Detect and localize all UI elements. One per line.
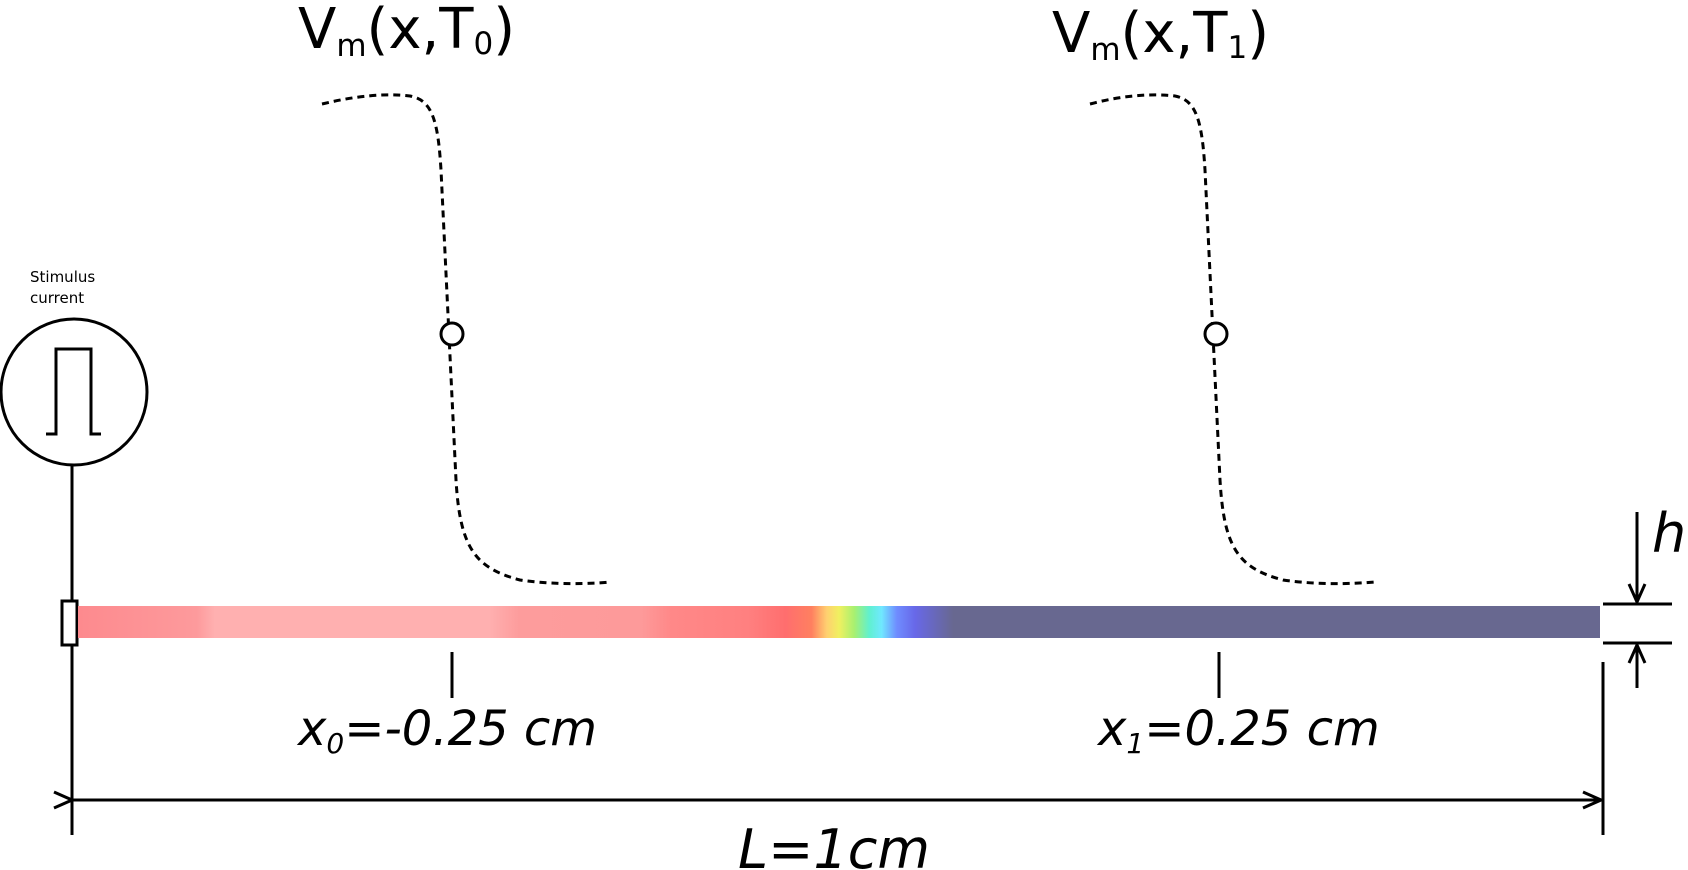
vm-t0-v: V — [298, 0, 336, 62]
vm-t1-v: V — [1052, 1, 1090, 66]
vm-t0-sub-t: 0 — [474, 26, 494, 62]
vm-t1-args: (x,T — [1121, 1, 1229, 66]
length-label: L=1cm — [738, 818, 930, 870]
height-dimension: h — [1603, 502, 1686, 688]
x1-value: =0.25 cm — [1144, 701, 1380, 757]
height-label: h — [1652, 502, 1686, 565]
x0-x: x — [296, 701, 327, 757]
vm-t1-label: Vm(x,T1) — [1052, 1, 1269, 68]
vm-t1-sub-t: 1 — [1228, 30, 1248, 66]
vm-profile-t1: Vm(x,T1) — [1052, 1, 1376, 586]
vm-t1-sub-m: m — [1090, 32, 1120, 68]
x0-label: x0=-0.25 cm — [296, 701, 597, 760]
stimulus-source: Stimulus current — [0, 268, 149, 835]
x0-marker: x0=-0.25 cm — [296, 652, 597, 760]
cable-bar — [78, 606, 1600, 638]
vm-t1-sample-point — [1203, 321, 1229, 347]
vm-t0-args: (x,T — [367, 0, 475, 62]
vm-t0-label: Vm(x,T0) — [298, 0, 515, 64]
vm-profile-t0: Vm(x,T0) — [298, 0, 611, 586]
x1-sub: 1 — [1126, 727, 1144, 760]
vm-t0-curve — [321, 93, 611, 586]
x0-sub: 0 — [326, 727, 344, 760]
x1-x: x — [1096, 701, 1127, 757]
stimulus-circle — [0, 317, 149, 467]
x1-label: x1=0.25 cm — [1096, 701, 1380, 760]
pulse-icon — [46, 347, 101, 436]
x1-marker: x1=0.25 cm — [1096, 652, 1380, 760]
length-dimension: L=1cm — [72, 662, 1605, 870]
x0-value: =-0.25 cm — [344, 701, 597, 757]
stimulus-electrode — [60, 599, 79, 647]
vm-t0-sample-point — [439, 321, 465, 347]
vm-t1-curve — [1089, 93, 1376, 586]
vm-t0-close: ) — [493, 0, 515, 62]
stimulus-label-line2: current — [30, 289, 84, 307]
vm-t1-close: ) — [1247, 1, 1269, 66]
vm-t0-sub-m: m — [336, 28, 366, 64]
stimulus-label-line1: Stimulus — [30, 268, 95, 286]
